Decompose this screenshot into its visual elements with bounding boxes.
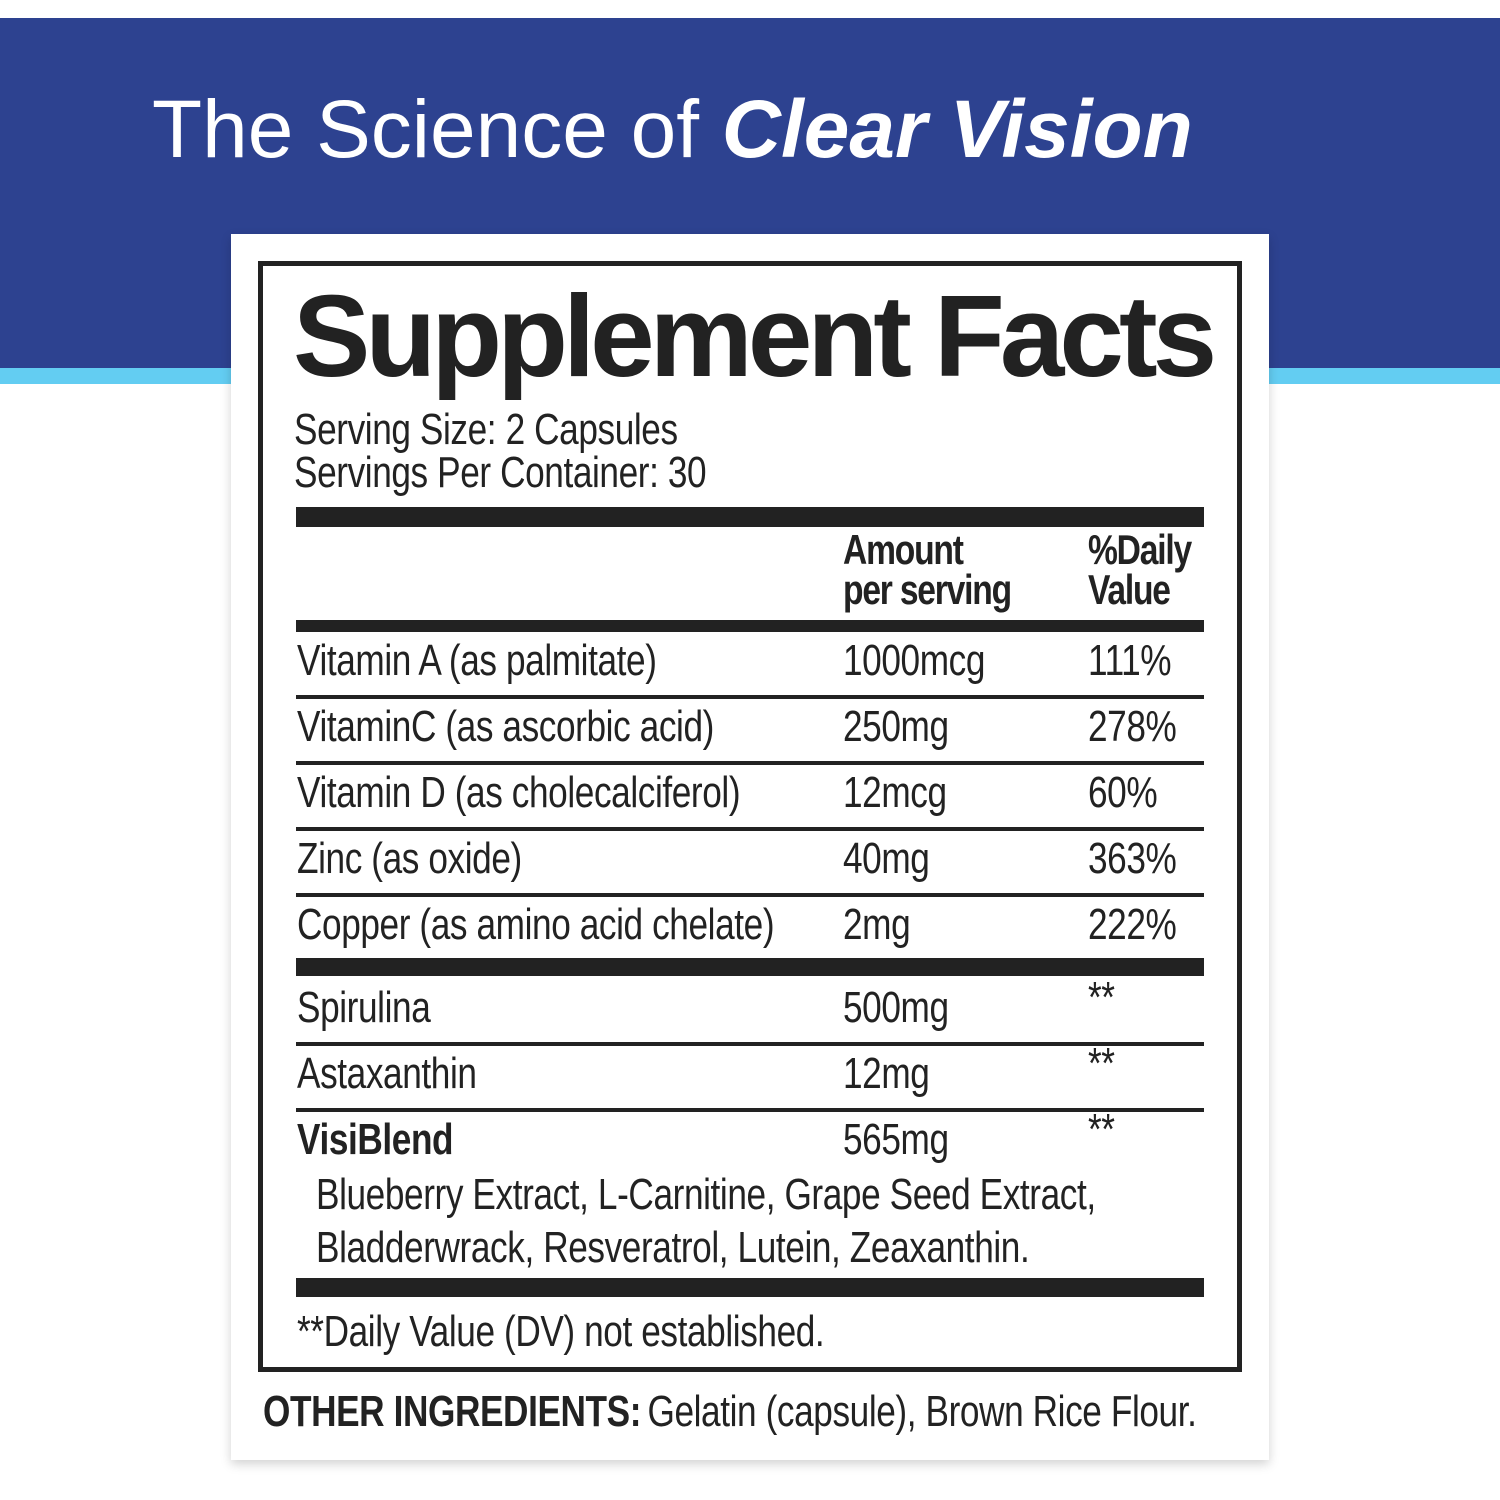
- rule: [296, 695, 1204, 699]
- other-ingredients-label: OTHER INGREDIENTS:: [263, 1387, 642, 1436]
- blend-ingredients: Bladderwrack, Resveratrol, Lutein, Zeaxa…: [316, 1223, 1030, 1272]
- label-card: [231, 234, 1269, 1460]
- ingredient-name: Vitamin D (as cholecalciferol): [297, 768, 741, 817]
- rule: [296, 893, 1204, 897]
- amount: 12mcg: [843, 768, 947, 817]
- header-title: The Science of Clear Vision: [152, 85, 1193, 175]
- daily-value: **: [1088, 1105, 1115, 1154]
- daily-value: **: [1088, 1039, 1115, 1088]
- ingredient-name: Astaxanthin: [297, 1049, 477, 1098]
- rule: [296, 1042, 1204, 1046]
- daily-value: 278%: [1088, 702, 1177, 751]
- daily-value: 60%: [1088, 768, 1158, 817]
- daily-value: 222%: [1088, 900, 1177, 949]
- ingredient-name: Spirulina: [297, 983, 431, 1032]
- title-plain: The Science of: [152, 84, 699, 175]
- amount: 500mg: [843, 983, 949, 1032]
- daily-value: **: [1088, 973, 1115, 1022]
- other-ingredients-text: Gelatin (capsule), Brown Rice Flour.: [647, 1387, 1197, 1436]
- amount: 565mg: [843, 1115, 949, 1164]
- rule: [296, 761, 1204, 765]
- column-header: %Daily: [1088, 526, 1192, 573]
- column-header: Amount: [843, 526, 964, 573]
- blend-ingredients: Blueberry Extract, L-Carnitine, Grape Se…: [316, 1170, 1096, 1219]
- amount: 40mg: [843, 834, 930, 883]
- rule: [296, 1108, 1204, 1112]
- amount: 2mg: [843, 900, 911, 949]
- serving-size: Serving Size: 2 Capsules: [294, 405, 678, 454]
- rule: [296, 827, 1204, 831]
- rule: [296, 958, 1204, 976]
- rule: [296, 507, 1204, 527]
- ingredient-name: Zinc (as oxide): [297, 834, 522, 883]
- other-ingredients: OTHER INGREDIENTS: Gelatin (capsule), Bro…: [263, 1387, 1197, 1437]
- ingredient-name: VisiBlend: [297, 1115, 454, 1164]
- facts-border: [258, 261, 1242, 1372]
- title-emphasis: Clear Vision: [721, 84, 1193, 175]
- daily-value: 111%: [1088, 636, 1172, 685]
- amount: 12mg: [843, 1049, 930, 1098]
- facts-title: Supplement Facts: [293, 271, 1217, 401]
- rule: [296, 620, 1204, 632]
- ingredient-name: Copper (as amino acid chelate): [297, 900, 775, 949]
- amount: 1000mcg: [843, 636, 986, 685]
- column-header: Value: [1088, 566, 1171, 613]
- servings-per-container: Servings Per Container: 30: [294, 448, 707, 497]
- column-header: per serving: [843, 566, 1012, 613]
- amount: 250mg: [843, 702, 949, 751]
- rule: [296, 1278, 1204, 1297]
- ingredient-name: Vitamin A (as palmitate): [297, 636, 657, 685]
- daily-value: 363%: [1088, 834, 1177, 883]
- footnote: **Daily Value (DV) not established.: [297, 1307, 825, 1356]
- ingredient-name: VitaminC (as ascorbic acid): [297, 702, 714, 751]
